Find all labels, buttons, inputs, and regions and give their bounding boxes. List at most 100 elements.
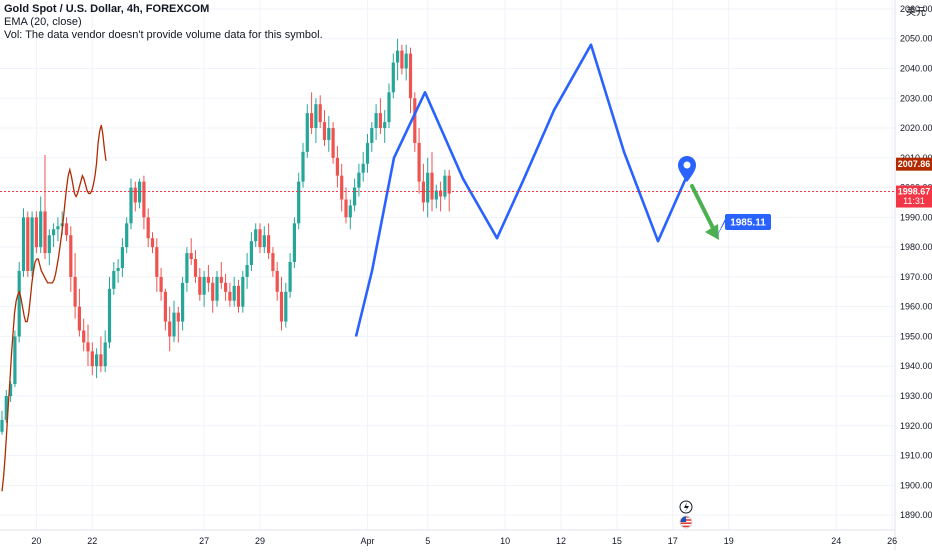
target-price-callout[interactable]: 1985.11 — [716, 214, 771, 238]
candle-body — [146, 217, 150, 239]
candle-body — [159, 276, 163, 292]
x-tick-label: 22 — [87, 536, 97, 546]
candle-body — [69, 235, 73, 277]
candle-body — [232, 285, 236, 301]
candle-body — [262, 235, 266, 248]
candle-body — [189, 253, 193, 260]
candle-body — [421, 181, 425, 203]
target-price-label: 1985.11 — [730, 218, 766, 229]
candle-body — [241, 276, 245, 307]
candle-body — [138, 181, 142, 203]
candle-body — [120, 247, 124, 268]
location-pin-icon[interactable] — [678, 156, 696, 182]
candle-body — [150, 238, 155, 248]
y-tick-label: 1890.00 — [900, 510, 932, 520]
y-tick-label: 1910.00 — [900, 451, 932, 461]
candle-body — [185, 253, 189, 283]
x-tick-label: Apr — [360, 536, 374, 546]
projection-arrow[interactable] — [690, 184, 719, 240]
candle-body — [43, 211, 47, 254]
candle-body — [249, 241, 253, 265]
y-tick-label: 1900.00 — [900, 480, 932, 490]
candle-body — [34, 217, 38, 248]
candle-body — [254, 229, 258, 242]
candle-body — [26, 217, 30, 271]
candle-body — [322, 122, 327, 140]
y-tick-label: 1990.00 — [900, 212, 932, 222]
candle-body — [133, 187, 137, 203]
candle-body — [90, 351, 94, 367]
ema-indicator-label[interactable]: EMA (20, close) — [4, 16, 82, 28]
y-tick-label: 2020.00 — [900, 123, 932, 133]
candle-body — [73, 276, 77, 307]
y-tick-label: 2030.00 — [900, 93, 932, 103]
candle-body — [400, 50, 404, 69]
candle-body — [56, 226, 60, 230]
current-price-tag: 1998.67 11:31 — [896, 185, 932, 208]
x-tick-label: 24 — [831, 536, 841, 546]
symbol-title[interactable]: Gold Spot / U.S. Dollar, 4h, FOREXCOM — [4, 3, 210, 15]
candle-body — [99, 354, 103, 367]
candle-body — [82, 330, 86, 343]
x-tick-label: 27 — [199, 536, 209, 546]
x-tick-label: 15 — [612, 536, 622, 546]
candle-body — [340, 175, 344, 200]
candle-body — [125, 223, 129, 248]
candle-body — [155, 247, 159, 277]
candle-body — [383, 122, 387, 129]
y-tick-label: 1970.00 — [900, 272, 932, 282]
candle-body — [357, 172, 361, 188]
current-price-label: 1998.67 — [898, 187, 931, 197]
candle-body — [129, 187, 133, 224]
candle-body — [245, 265, 249, 277]
y-tick-label: 1950.00 — [900, 331, 932, 341]
candle-body — [279, 291, 284, 322]
candle-body — [408, 53, 413, 99]
chart-legend[interactable]: Gold Spot / U.S. Dollar, 4h, FOREXCOM EM… — [4, 3, 323, 42]
candle-body — [327, 128, 331, 140]
candle-body — [318, 104, 322, 123]
us-flag-icon[interactable] — [679, 515, 693, 529]
x-tick-label: 17 — [668, 536, 678, 546]
currency-label[interactable]: 美元 — [906, 7, 926, 18]
candle-body — [314, 104, 318, 129]
candle-body — [374, 113, 378, 129]
y-tick-label: 1940.00 — [900, 361, 932, 371]
double-top-pattern-line[interactable] — [354, 43, 689, 337]
lightning-icon[interactable] — [679, 500, 693, 514]
candle-body — [297, 181, 301, 224]
candle-body — [404, 53, 408, 69]
candle-body — [228, 291, 232, 301]
x-tick-label: 19 — [724, 536, 734, 546]
candle-body — [430, 172, 434, 200]
y-tick-label: 1920.00 — [900, 421, 932, 431]
candle-body — [95, 354, 99, 367]
ema-line — [1, 124, 107, 492]
time-axis[interactable]: 20 22 27 29 Apr 5 10 12 15 17 19 24 26 — [31, 536, 897, 546]
candle-body — [370, 128, 374, 143]
candle-body — [116, 267, 120, 271]
candle-body — [30, 217, 34, 271]
candle-body — [64, 223, 69, 236]
candle-body — [142, 181, 146, 218]
candle-body — [258, 229, 262, 248]
candle-body — [344, 199, 348, 218]
candle-body — [439, 190, 443, 197]
candle-body — [211, 282, 215, 301]
candle-body — [275, 270, 279, 292]
candle-body — [417, 142, 421, 182]
volume-note: Vol: The data vendor doesn't provide vol… — [4, 29, 323, 41]
candle-body — [391, 62, 395, 93]
candle-body — [215, 276, 219, 301]
candle-body — [21, 217, 26, 271]
candle-body — [288, 262, 292, 292]
candle-body — [163, 291, 167, 322]
y-tick-label: 1980.00 — [900, 242, 932, 252]
x-tick-label: 20 — [31, 536, 41, 546]
candle-body — [198, 276, 202, 295]
candle-body — [86, 342, 90, 352]
candle-body — [361, 163, 365, 173]
candle-body — [443, 175, 447, 197]
